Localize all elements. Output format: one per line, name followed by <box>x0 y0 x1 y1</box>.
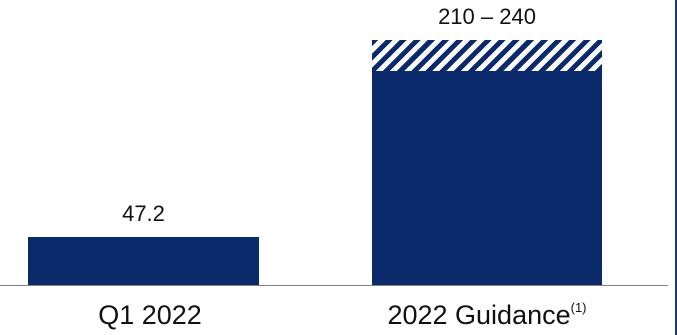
data-label-2022-guidance: 210 – 240 <box>438 4 536 30</box>
category-label-2022-guidance: 2022 Guidance(1) <box>337 300 637 331</box>
category-text: 2022 Guidance <box>387 300 571 330</box>
x-axis-baseline <box>0 285 668 286</box>
category-text: Q1 2022 <box>98 300 202 330</box>
guidance-range-hatch <box>372 40 602 71</box>
data-label-q1-2022: 47.2 <box>122 200 165 226</box>
footnote-marker: (1) <box>570 300 587 315</box>
bar-2022-guidance <box>372 70 602 285</box>
category-label-q1-2022: Q1 2022 <box>0 300 300 331</box>
bar-q1-2022 <box>28 236 259 285</box>
